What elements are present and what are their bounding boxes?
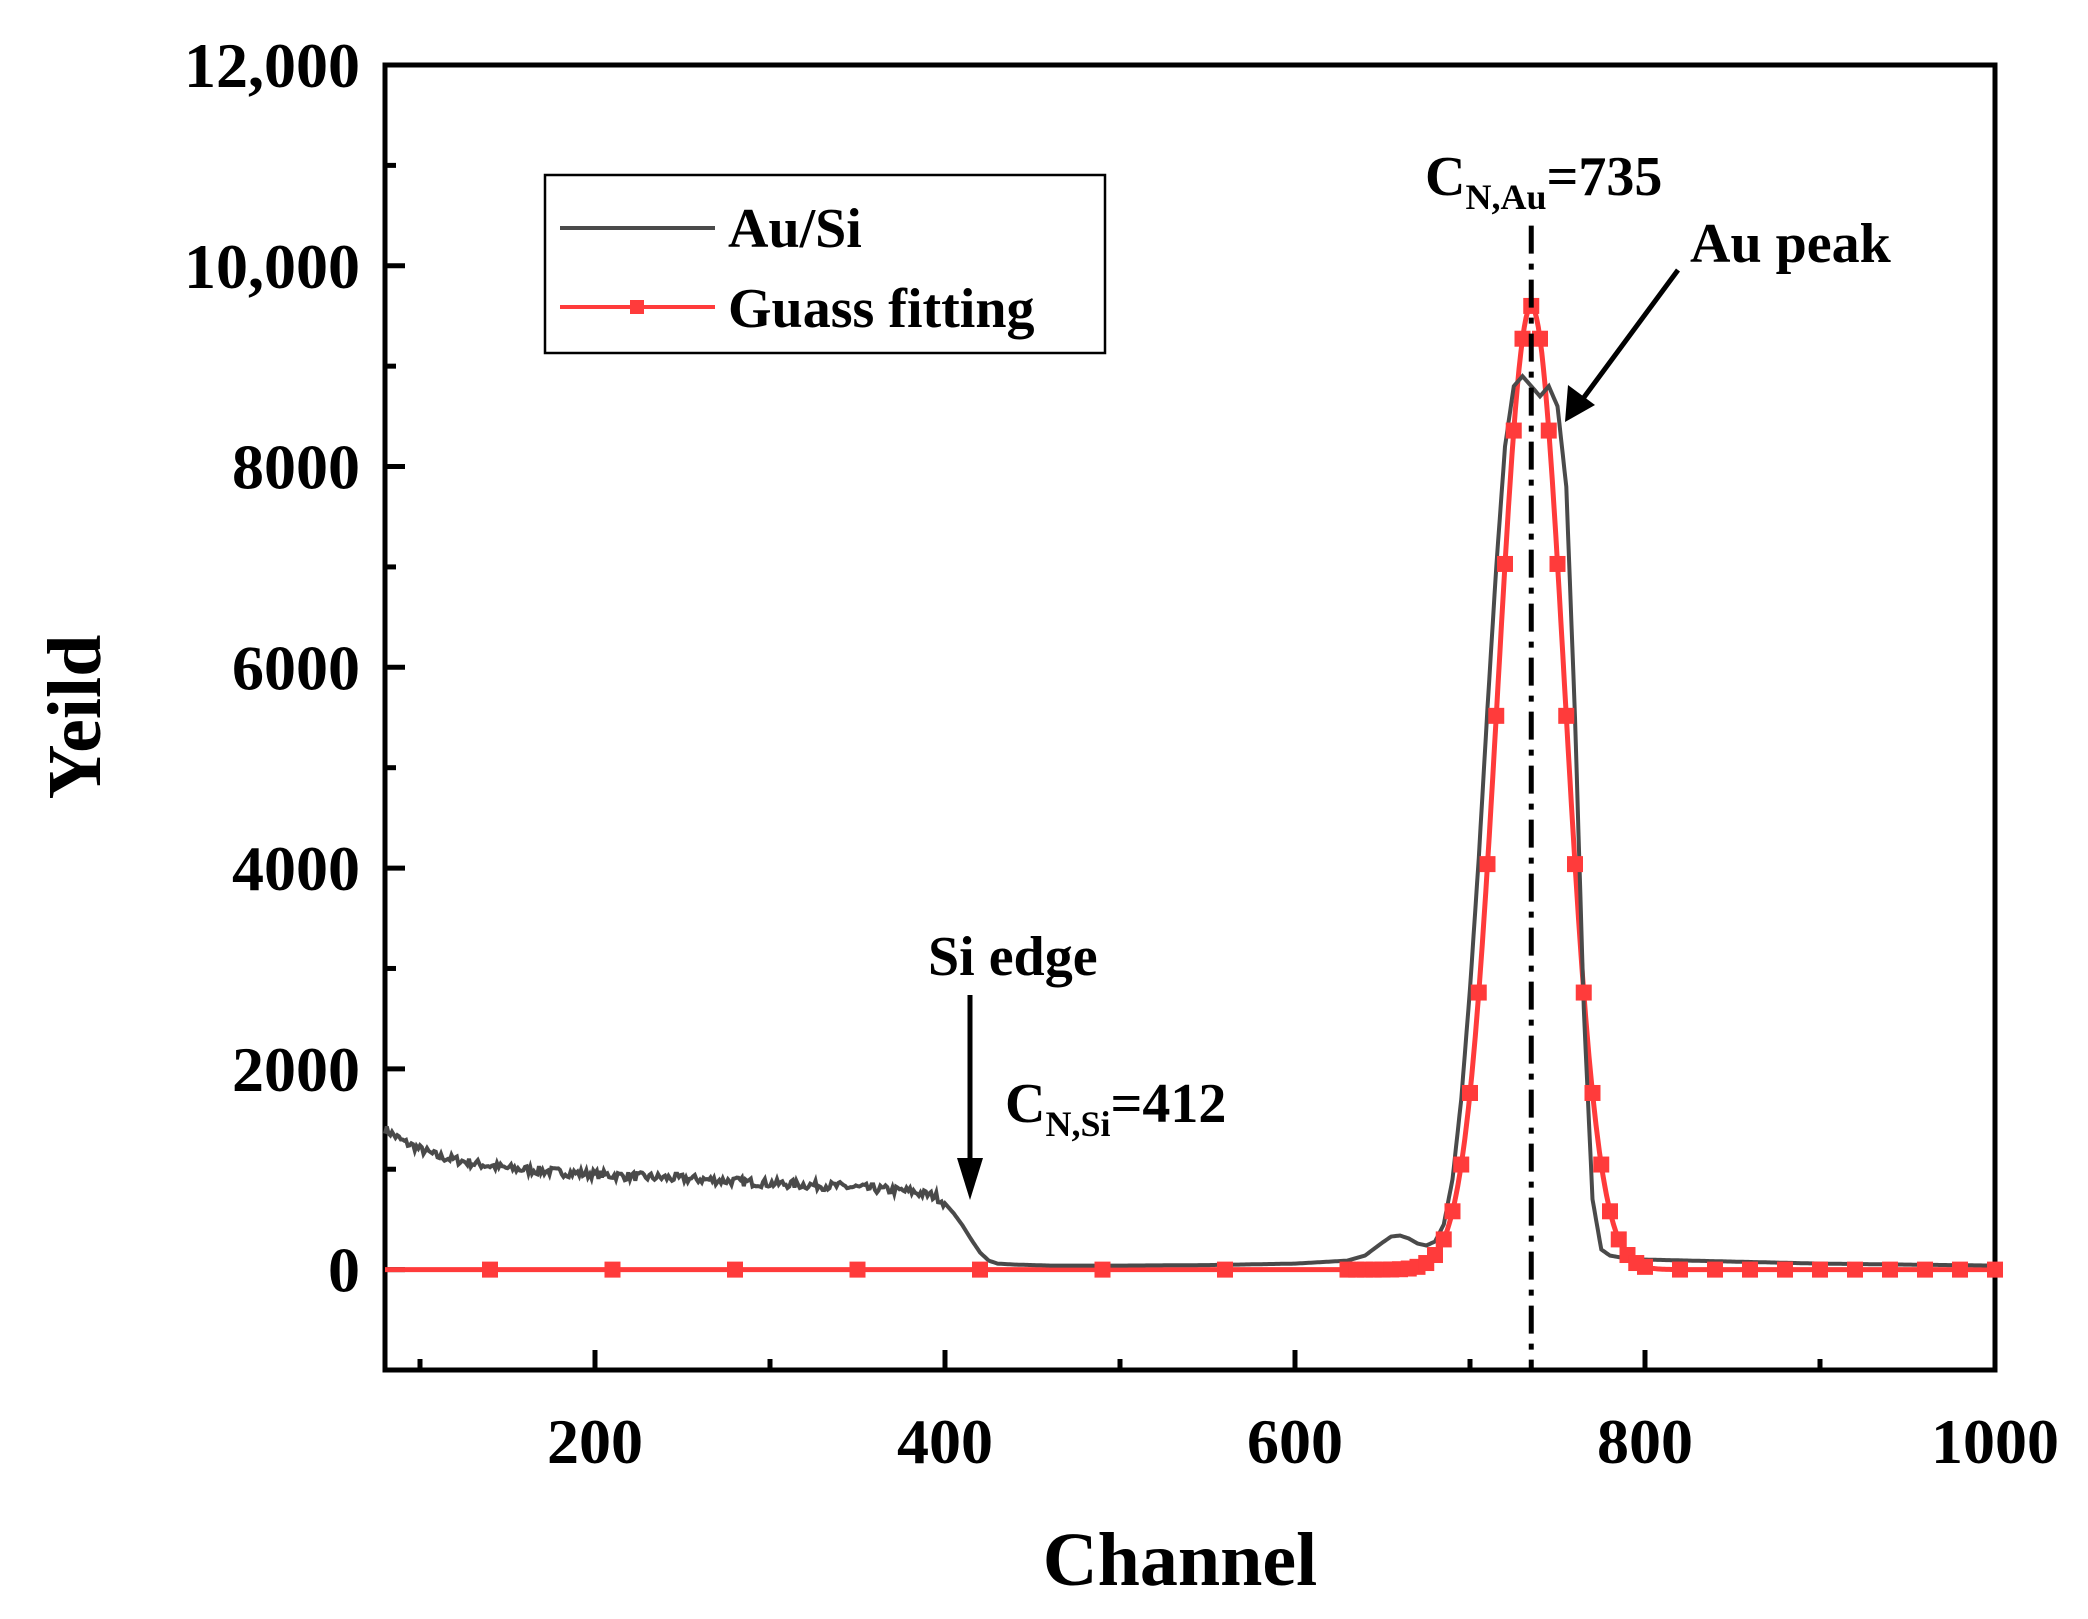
au-peak-label: Au peak	[1690, 213, 1892, 275]
gauss-marker-690	[1444, 1203, 1461, 1220]
y-tick-label-10000: 10,000	[184, 231, 360, 302]
gauss-marker-710	[1479, 856, 1496, 873]
legend-label-gauss: Guass fitting	[728, 278, 1035, 340]
gauss-marker-750	[1549, 555, 1566, 572]
gauss-marker-980	[1952, 1261, 1968, 1278]
x-axis-title: Channel	[1043, 1518, 1318, 1602]
gauss-marker-780	[1602, 1203, 1618, 1220]
gauss-marker-420	[972, 1261, 988, 1278]
gauss-marker-765	[1575, 984, 1592, 1001]
gauss-marker-140	[482, 1261, 498, 1278]
gauss-marker-700	[1462, 1084, 1478, 1101]
y-tick-label-12000: 12,000	[184, 30, 360, 101]
gauss-marker-880	[1777, 1261, 1793, 1278]
gauss-marker-350	[849, 1261, 866, 1278]
au-channel-label: CN,Au=735	[1425, 146, 1662, 217]
x-tick-label-200: 200	[547, 1406, 643, 1477]
y-tick-label-6000: 6000	[232, 632, 360, 703]
series-layer	[383, 297, 2003, 1278]
gauss-marker-785	[1610, 1231, 1627, 1248]
gauss-marker-720	[1497, 555, 1513, 572]
gauss-marker-695	[1453, 1156, 1470, 1173]
legend-label-au-si: Au/Si	[728, 198, 862, 260]
gauss-marker-920	[1847, 1261, 1863, 1278]
y-tick-label-4000: 4000	[232, 833, 360, 904]
y-tick-label-0: 0	[328, 1235, 360, 1306]
gauss-marker-755	[1558, 707, 1575, 724]
x-axis-ticks	[417, 1350, 1998, 1370]
x-tick-label-400: 400	[897, 1406, 993, 1477]
gauss-marker-705	[1470, 984, 1487, 1001]
gauss-marker-940	[1882, 1261, 1898, 1278]
legend-marker-gauss	[630, 300, 644, 314]
plot-frame	[382, 62, 1998, 1373]
y-axis-ticks	[385, 62, 405, 1373]
gauss-marker-770	[1584, 1084, 1601, 1101]
si-edge-label: Si edge	[928, 926, 1098, 988]
si-channel-label: CN,Si=412	[1005, 1073, 1226, 1144]
gauss-marker-840	[1707, 1261, 1723, 1278]
x-tick-label-1000: 1000	[1931, 1406, 2059, 1477]
y-axis-title: Yeild	[33, 635, 117, 800]
au-peak-arrow	[1565, 268, 1681, 422]
gauss-marker-820	[1672, 1261, 1688, 1278]
gauss-marker-280	[727, 1261, 743, 1278]
series-au-si-line	[383, 373, 1995, 1268]
gauss-marker-210	[604, 1261, 621, 1278]
x-tick-label-800: 800	[1597, 1406, 1693, 1477]
gauss-marker-740	[1532, 330, 1548, 347]
y-tick-label-8000: 8000	[232, 432, 360, 503]
gauss-marker-680	[1427, 1247, 1443, 1264]
gauss-marker-900	[1812, 1261, 1828, 1278]
gauss-marker-745	[1540, 422, 1557, 439]
x-tick-label-600: 600	[1247, 1406, 1343, 1477]
gauss-marker-960	[1917, 1261, 1933, 1278]
gauss-marker-490	[1094, 1261, 1111, 1278]
gauss-marker-760	[1567, 856, 1583, 873]
y-tick-label-2000: 2000	[232, 1034, 360, 1105]
legend: Au/Si Guass fitting	[543, 173, 1107, 355]
gauss-marker-775	[1593, 1156, 1610, 1173]
x-axis-tick-labels: 200 400 600 800 1000	[547, 1406, 2059, 1477]
gauss-marker-725	[1505, 422, 1522, 439]
gauss-marker-1000	[1987, 1261, 2003, 1278]
y-axis-tick-labels: 0 2000 4000 6000 8000 10,000 12,000	[184, 30, 360, 1306]
gauss-marker-730	[1514, 330, 1531, 347]
series-gauss-fitting-line	[385, 302, 1995, 1273]
gauss-marker-685	[1435, 1231, 1452, 1248]
legend-box	[543, 173, 1107, 355]
si-edge-arrow	[957, 995, 983, 1200]
gauss-marker-715	[1488, 707, 1505, 724]
gauss-marker-560	[1217, 1261, 1233, 1278]
gauss-marker-860	[1742, 1261, 1758, 1278]
gauss-marker-800	[1637, 1258, 1653, 1275]
